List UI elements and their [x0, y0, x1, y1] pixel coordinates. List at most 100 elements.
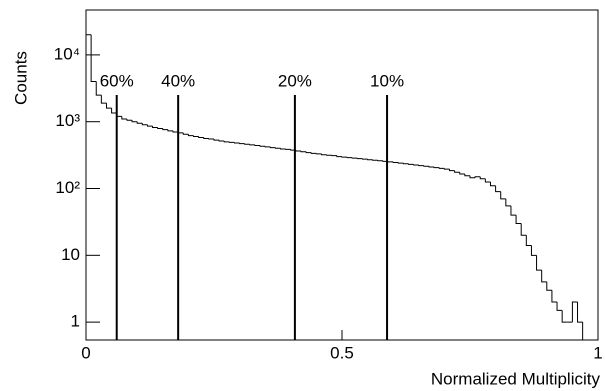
histogram-bin	[484, 178, 491, 183]
histogram-bin	[556, 302, 563, 311]
histogram-bin	[254, 144, 261, 147]
histogram-bin	[367, 159, 373, 161]
histogram-bin	[336, 155, 342, 158]
histogram-bin	[136, 121, 143, 124]
histogram-bin	[131, 120, 138, 123]
histogram-bin	[223, 140, 230, 143]
histogram-bin	[479, 176, 486, 180]
plot-frame	[85, 9, 599, 341]
histogram-bin	[500, 191, 506, 200]
y-tick-label: 10	[61, 245, 80, 264]
centrality-label: 20%	[278, 71, 312, 90]
histogram-bin	[321, 153, 327, 156]
histogram-bin	[397, 162, 404, 164]
histogram-bin	[361, 158, 368, 160]
centrality-label: 40%	[161, 71, 195, 90]
histogram-bin	[489, 182, 496, 187]
histogram-bin	[525, 235, 532, 247]
histogram-bin	[423, 165, 430, 167]
histogram-bin	[372, 159, 378, 161]
histogram-bin	[310, 152, 317, 154]
histogram-bin	[413, 164, 419, 166]
histogram-bin	[377, 160, 383, 162]
histogram-bin	[536, 255, 542, 271]
histogram-bin	[571, 301, 578, 323]
histogram-bin	[152, 126, 158, 128]
histogram-bin	[264, 146, 271, 148]
centrality-label: 60%	[100, 71, 134, 90]
x-tick-label: 0.5	[330, 343, 354, 362]
histogram-bin	[172, 130, 179, 133]
histogram-bin	[300, 150, 307, 153]
histogram-bin	[418, 164, 424, 167]
histogram-bin	[515, 215, 522, 224]
histogram-bin	[167, 129, 174, 132]
histogram-bin	[95, 81, 102, 96]
x-tick-label: 0	[81, 343, 90, 362]
histogram-bin	[121, 116, 127, 120]
histogram-bin	[582, 322, 588, 341]
histogram-bin	[111, 108, 117, 114]
histogram-bin	[105, 103, 112, 109]
histogram-bin	[520, 223, 527, 236]
histogram-bin	[141, 123, 148, 126]
histogram-bin	[438, 167, 445, 169]
y-axis-title: Counts	[11, 51, 30, 105]
histogram-bin	[469, 175, 476, 179]
histogram-bin	[541, 270, 547, 283]
histogram-bin	[530, 245, 537, 256]
centrality-label: 10%	[370, 71, 404, 90]
histogram-bin	[454, 170, 460, 173]
histogram-bin	[464, 173, 470, 177]
histogram-bin	[295, 150, 302, 152]
histogram-bin	[162, 128, 168, 131]
histogram-bin	[351, 157, 358, 159]
y-tick-label: 10³	[55, 111, 80, 130]
histogram-bin	[443, 168, 450, 170]
histogram-bin	[100, 95, 107, 104]
histogram-bin	[510, 205, 517, 216]
histogram-bin	[577, 302, 583, 323]
histogram-bin	[387, 161, 394, 163]
histogram-bin	[402, 163, 409, 165]
histogram-bin	[182, 132, 189, 135]
histogram-bin	[269, 146, 276, 149]
histogram-bin	[259, 145, 266, 147]
histogram-bin	[305, 151, 312, 154]
histogram-bin	[249, 144, 255, 146]
histogram-bin	[561, 310, 568, 323]
histogram-bin	[193, 135, 199, 138]
histogram-bin	[449, 169, 455, 172]
histogram-bin	[551, 290, 558, 303]
histogram-bin	[392, 161, 399, 164]
histogram-bin	[408, 163, 414, 165]
histogram-bin	[356, 158, 363, 160]
histogram-bin	[198, 136, 204, 139]
histogram-bin	[274, 147, 281, 149]
histogram-bin	[233, 142, 240, 144]
histogram-bin	[85, 34, 92, 340]
histogram-bin	[146, 124, 153, 127]
histogram-bin	[428, 166, 435, 168]
histogram-bin	[126, 118, 133, 121]
histogram-bin	[157, 127, 163, 130]
y-tick-label: 10²	[55, 178, 80, 197]
x-tick-label: 1	[593, 343, 602, 362]
histogram-bin	[203, 137, 209, 140]
histogram-bin	[280, 148, 286, 150]
y-tick-label: 10⁴	[54, 44, 80, 63]
histogram-bin	[474, 176, 481, 178]
histogram-bin	[218, 140, 225, 142]
histogram-bin	[239, 143, 245, 145]
histogram-bin	[90, 34, 97, 82]
histogram-bin	[208, 138, 214, 140]
histogram-bin	[505, 198, 511, 207]
y-tick-label: 1	[71, 312, 80, 331]
histogram-bin	[459, 172, 465, 175]
histogram-bin	[187, 134, 194, 137]
histogram-bin	[244, 143, 250, 145]
histogram-bin	[213, 139, 220, 141]
x-axis-title: Normalized Multiplicity	[431, 369, 601, 388]
histogram-bin	[546, 281, 552, 291]
